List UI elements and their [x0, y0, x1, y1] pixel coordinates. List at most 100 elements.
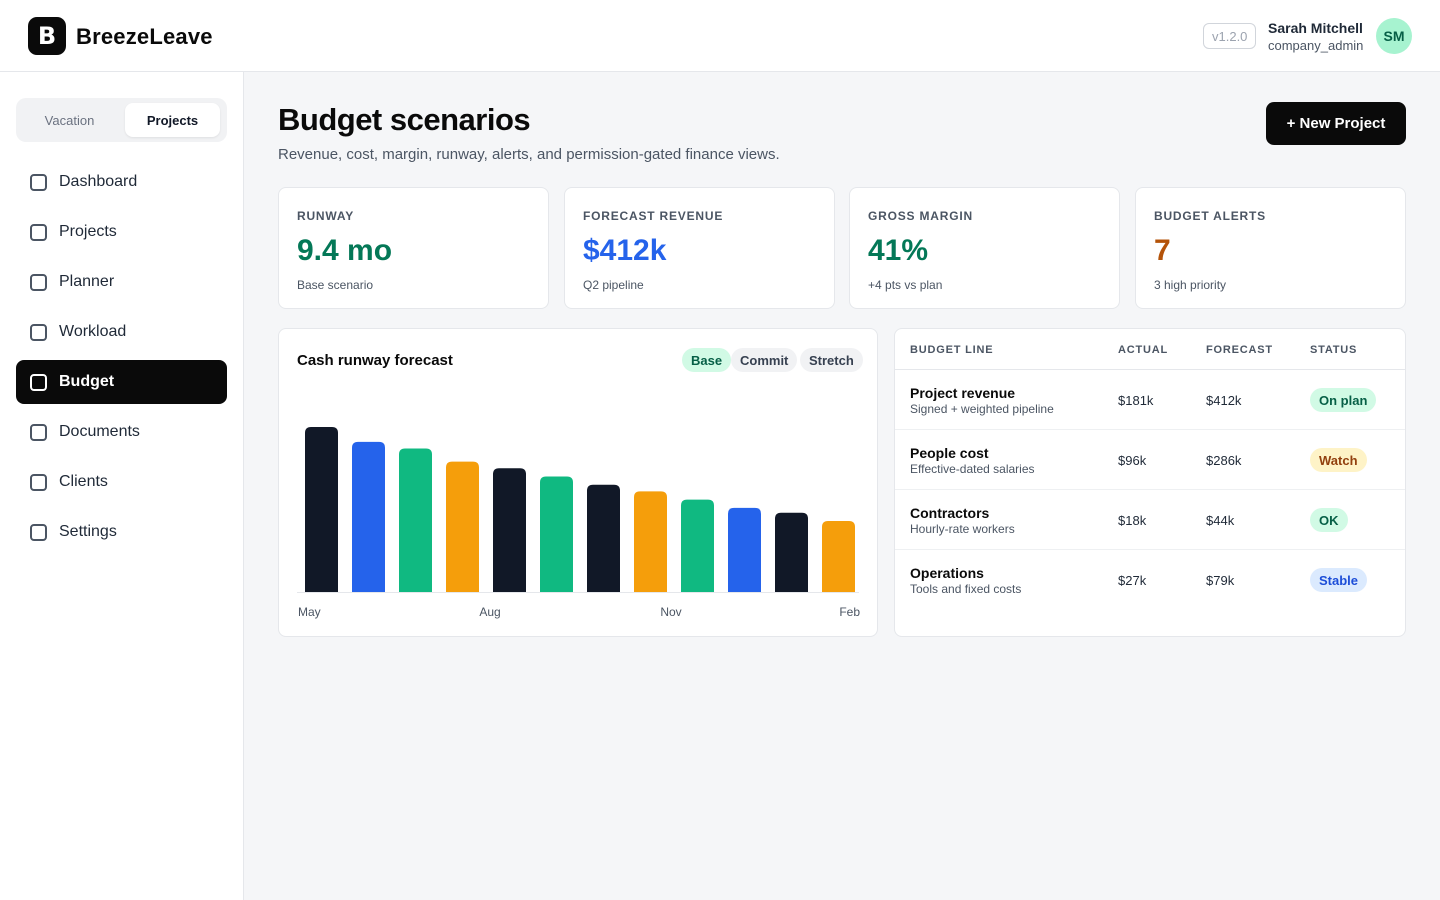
checkbox-icon: [30, 223, 47, 241]
chart-bar-apr[interactable]: [822, 521, 855, 592]
x-tick-label: Nov: [660, 605, 681, 619]
sidebar-item-label: Settings: [59, 523, 117, 540]
kpi-value: $412k: [583, 234, 667, 267]
mode-switch: Vacation Projects: [16, 98, 227, 142]
table-row[interactable]: Contractors Hourly-rate workers $18k $44…: [895, 490, 1405, 550]
checkbox-icon: [30, 473, 47, 491]
sidebar-item-projects[interactable]: Projects: [16, 210, 227, 254]
sidebar-item-dashboard[interactable]: Dashboard: [16, 160, 227, 204]
actual-value: $27k: [1118, 573, 1147, 588]
budget-line-description: Signed + weighted pipeline: [910, 402, 1054, 416]
table-row[interactable]: People cost Effective-dated salaries $96…: [895, 430, 1405, 490]
table-row[interactable]: Project revenue Signed + weighted pipeli…: [895, 370, 1405, 430]
checkbox-icon: [30, 423, 47, 441]
x-tick-label: Aug: [479, 605, 500, 619]
user-name: Sarah Mitchell: [1268, 20, 1363, 36]
budget-line-name: Project revenue: [910, 385, 1016, 401]
sidebar-item-settings[interactable]: Settings: [16, 510, 227, 554]
chart-bar-feb[interactable]: [728, 507, 761, 592]
chart-bar-sep[interactable]: [493, 468, 526, 592]
x-tick-label: May: [298, 605, 321, 619]
forecast-value: $79k: [1206, 573, 1235, 588]
status-badge: On plan: [1310, 388, 1377, 412]
sidebar-item-planner[interactable]: Planner: [16, 260, 227, 304]
mode-vacation-tab[interactable]: Vacation: [44, 112, 95, 128]
budget-line-name: People cost: [910, 445, 989, 461]
kpi-card-runway: RUNWAY 9.4 mo Base scenario: [278, 187, 549, 309]
column-header-forecast: FORECAST: [1206, 344, 1273, 356]
scenario-commit-pill[interactable]: Commit: [731, 348, 798, 372]
kpi-label: GROSS MARGIN: [868, 209, 973, 223]
kpi-note: 3 high priority: [1154, 278, 1227, 292]
chart-bar-nov[interactable]: [587, 484, 620, 592]
app-name[interactable]: BreezeLeave: [76, 24, 213, 49]
sidebar-item-label: Projects: [59, 223, 117, 240]
cash-runway-chart-card: May Aug Nov Feb Cash runway forecast Base C…: [278, 328, 878, 637]
budget-line-name: Contractors: [910, 505, 990, 521]
actual-value: $96k: [1118, 453, 1147, 468]
chart-title: Cash runway forecast: [297, 352, 453, 369]
checkbox-icon: [30, 273, 47, 291]
kpi-value: 9.4 mo: [297, 234, 393, 267]
top-bar: B BreezeLeave v1.2.0 Sarah Mitchell comp…: [0, 0, 1440, 72]
sidebar-item-label: Clients: [59, 473, 108, 490]
chart-bar-oct[interactable]: [540, 476, 573, 593]
chart-bar-mar[interactable]: [775, 512, 808, 592]
kpi-card-forecast-revenue: FORECAST REVENUE $412k Q2 pipeline: [564, 187, 835, 309]
budget-line-description: Hourly-rate workers: [910, 522, 1015, 536]
budget-line-description: Effective-dated salaries: [910, 462, 1035, 476]
status-badge: OK: [1310, 508, 1348, 532]
page-subtitle: Revenue, cost, margin, runway, alerts, a…: [278, 146, 780, 163]
forecast-value: $412k: [1206, 393, 1242, 408]
status-badge: Watch: [1310, 448, 1367, 472]
page-title: Budget scenarios: [278, 102, 531, 137]
sidebar-item-workload[interactable]: Workload: [16, 310, 227, 354]
actual-value: $181k: [1118, 393, 1154, 408]
chart-bar-may[interactable]: [305, 427, 338, 592]
actual-value: $18k: [1118, 513, 1147, 528]
checkbox-icon: [30, 373, 47, 391]
kpi-label: RUNWAY: [297, 209, 355, 223]
sidebar: Vacation Projects Dashboard Projects Pla…: [0, 72, 244, 900]
chart-bar-jan[interactable]: [681, 499, 714, 592]
kpi-note: Base scenario: [297, 278, 374, 292]
header-divider: [895, 369, 1405, 370]
chart-bar-jul[interactable]: [399, 448, 432, 592]
kpi-note: Q2 pipeline: [583, 278, 644, 292]
table-row[interactable]: Operations Tools and fixed costs $27k $7…: [895, 550, 1405, 610]
sidebar-item-label: Planner: [59, 273, 115, 290]
chart-bar-dec[interactable]: [634, 491, 667, 592]
x-tick-label: Feb: [839, 605, 860, 619]
scenario-stretch-pill[interactable]: Stretch: [800, 348, 863, 372]
budget-line-description: Tools and fixed costs: [910, 582, 1022, 596]
user-role: company_admin: [1268, 38, 1364, 53]
mode-projects-tab[interactable]: Projects: [125, 103, 220, 137]
chart-bar-jun[interactable]: [352, 441, 385, 592]
checkbox-icon: [30, 173, 47, 191]
kpi-label: BUDGET ALERTS: [1154, 209, 1266, 223]
sidebar-item-budget[interactable]: Budget: [16, 360, 227, 404]
kpi-label: FORECAST REVENUE: [583, 209, 724, 223]
kpi-card-gross-margin: GROSS MARGIN 41% +4 pts vs plan: [849, 187, 1120, 309]
sidebar-item-label: Budget: [59, 373, 115, 390]
avatar[interactable]: SM: [1376, 18, 1412, 54]
checkbox-icon: [30, 523, 47, 541]
column-header-status: STATUS: [1310, 344, 1358, 356]
forecast-value: $286k: [1206, 453, 1242, 468]
kpi-value: 41%: [868, 234, 929, 267]
chart-bar-aug[interactable]: [446, 461, 479, 592]
forecast-value: $44k: [1206, 513, 1235, 528]
sidebar-item-documents[interactable]: Documents: [16, 410, 227, 454]
logo-icon[interactable]: B: [28, 17, 66, 55]
new-project-button[interactable]: + New Project: [1266, 102, 1406, 145]
budget-line-name: Operations: [910, 565, 984, 581]
cash-runway-chart: May Aug Nov Feb: [297, 427, 860, 619]
kpi-value: 7: [1154, 234, 1171, 267]
scenario-base-pill[interactable]: Base: [682, 348, 732, 372]
status-badge: Stable: [1310, 568, 1368, 592]
sidebar-item-label: Documents: [59, 423, 140, 440]
sidebar-item-clients[interactable]: Clients: [16, 460, 227, 504]
column-header-actual: ACTUAL: [1118, 344, 1169, 356]
sidebar-item-label: Dashboard: [59, 173, 138, 190]
kpi-card-budget-alerts: BUDGET ALERTS 7 3 high priority: [1135, 187, 1406, 309]
